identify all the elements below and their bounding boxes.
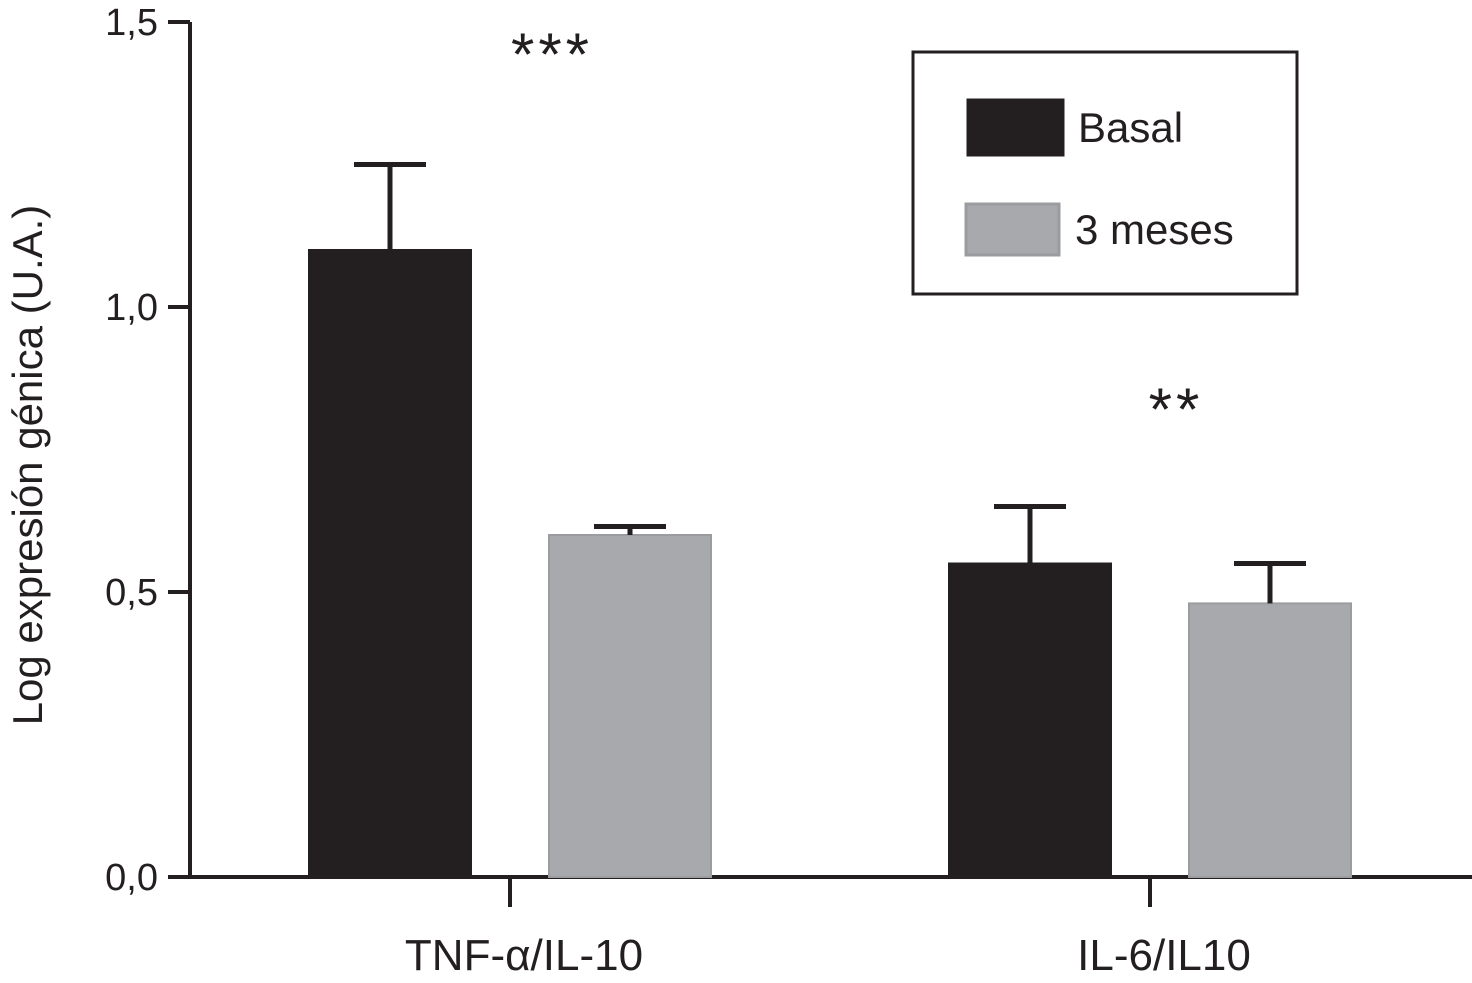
x-category-label: IL-6/IL10 bbox=[1077, 931, 1251, 980]
y-tick-label: 0,0 bbox=[105, 857, 158, 899]
legend-swatch-3-meses bbox=[964, 202, 1061, 257]
significance-annotations: *** ** bbox=[511, 21, 1204, 443]
y-axis-label: Log expresión génica (U.A.) bbox=[4, 205, 51, 726]
significance-marker-il6: ** bbox=[1149, 376, 1204, 443]
bar bbox=[548, 534, 712, 878]
bars bbox=[308, 249, 1352, 879]
legend-label-basal: Basal bbox=[1078, 104, 1183, 151]
y-tick-label: 0,5 bbox=[105, 572, 158, 614]
y-axis: 0,0 0,5 1,0 1,5 bbox=[105, 2, 192, 899]
significance-marker-tnf: *** bbox=[511, 21, 593, 88]
legend-swatch-basal bbox=[966, 98, 1065, 157]
bar bbox=[1188, 602, 1352, 879]
error-bars bbox=[354, 162, 1306, 604]
y-tick-label: 1,0 bbox=[105, 287, 158, 329]
legend-box bbox=[911, 50, 1299, 296]
legend: Basal 3 meses bbox=[911, 50, 1299, 296]
x-axis: TNF-α/IL-10 IL-6/IL10 bbox=[188, 875, 1472, 980]
bar bbox=[948, 562, 1112, 878]
y-tick-label: 1,5 bbox=[105, 2, 158, 44]
x-category-label: TNF-α/IL-10 bbox=[405, 931, 643, 980]
bar bbox=[308, 249, 472, 878]
legend-label-3-meses: 3 meses bbox=[1075, 206, 1234, 253]
